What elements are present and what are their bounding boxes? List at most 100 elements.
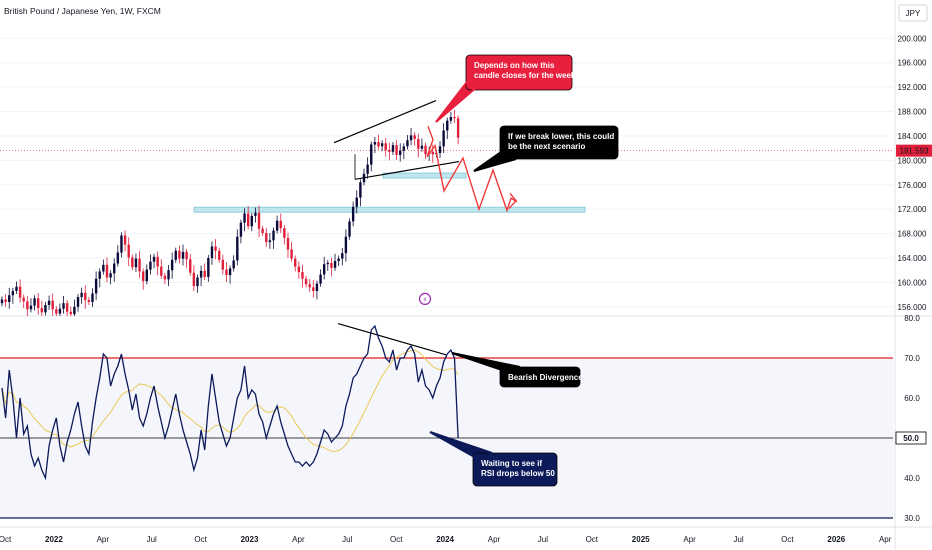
price-tick-label: 188.000 xyxy=(898,108,927,117)
time-tick-label: 2022 xyxy=(45,535,63,544)
candle-body xyxy=(116,252,120,264)
candle-body xyxy=(384,143,387,150)
candle-body xyxy=(22,297,25,302)
candle-body xyxy=(40,308,44,313)
candle-body xyxy=(409,135,413,141)
candle-body xyxy=(91,293,94,302)
callout-rsi-50-text-line: RSI drops below 50 xyxy=(481,469,555,478)
candle-body xyxy=(94,278,98,294)
callout-next-scenario-text-line: If we break lower, this could xyxy=(508,132,614,141)
support-zone-177[interactable] xyxy=(382,172,467,179)
candle-body xyxy=(73,306,76,315)
callout-rsi-50-pointer-join[interactable] xyxy=(429,431,493,460)
price-tick-label: 176.000 xyxy=(898,181,927,190)
candle-body xyxy=(69,311,72,315)
candle-body xyxy=(236,236,239,261)
rsi-tick-label: 30.0 xyxy=(904,514,920,523)
candle-body xyxy=(105,264,109,278)
candle-body xyxy=(185,251,188,260)
candle-body xyxy=(395,145,398,155)
candle-body xyxy=(62,303,65,309)
currency-button-frame[interactable] xyxy=(898,4,928,22)
candle-body xyxy=(210,246,214,259)
candle-body xyxy=(120,235,123,253)
support-zone-172[interactable] xyxy=(193,206,586,213)
callout-next-scenario-text-line: be the next scenario xyxy=(508,142,585,151)
price-tick-label: 184.000 xyxy=(898,132,927,141)
candle-body xyxy=(239,222,243,237)
candle-body xyxy=(152,256,156,262)
candle-body xyxy=(399,150,402,155)
rsi-tick-label: 80.0 xyxy=(904,314,920,323)
time-tick-label: 2025 xyxy=(632,535,650,544)
candle-body xyxy=(102,264,105,272)
candle-body xyxy=(283,228,286,238)
time-tick-label: Jul xyxy=(342,535,352,544)
candle-body xyxy=(366,164,369,174)
projection-path[interactable] xyxy=(426,125,518,213)
rsi-50-label: 50.0 xyxy=(903,434,919,443)
candle-body xyxy=(47,300,51,306)
candle-body xyxy=(301,272,304,279)
time-tick-label: Apr xyxy=(292,535,305,544)
candle-body xyxy=(446,120,449,131)
candle-body xyxy=(214,246,217,251)
time-tick-label: Oct xyxy=(194,535,207,544)
candle-body xyxy=(98,271,101,279)
callout-candle-close-box[interactable] xyxy=(465,54,573,91)
callout-rsi-50-box[interactable] xyxy=(472,452,558,487)
price-tick-label: 192.000 xyxy=(898,83,927,92)
currency-button-label[interactable]: JPY xyxy=(906,9,921,18)
currency-button[interactable]: JPY xyxy=(898,4,928,22)
candle-body xyxy=(348,221,351,237)
candle-body xyxy=(199,270,203,278)
candle-body xyxy=(127,244,130,258)
candle-body xyxy=(113,263,116,274)
price-tick-label: 164.000 xyxy=(898,254,927,263)
candle-body xyxy=(207,258,210,277)
divergence-line[interactable] xyxy=(337,323,447,356)
candle-body xyxy=(55,309,58,314)
candle-body xyxy=(420,145,424,149)
candle-body xyxy=(134,258,138,268)
candle-body xyxy=(123,235,127,245)
callout-bearish-divergence[interactable]: Bearish Divergence xyxy=(451,352,583,388)
callout-rsi-50-text-line: Waiting to see if xyxy=(481,459,542,468)
alert-marker-icon[interactable] xyxy=(418,292,432,306)
candle-body xyxy=(225,269,228,276)
price-tick-label: 172.000 xyxy=(898,205,927,214)
callout-candle-close-text-line: candle closes for the week xyxy=(474,71,576,80)
candle-body xyxy=(391,145,395,152)
time-tick-label: Jul xyxy=(733,535,743,544)
wedge-lower-line[interactable] xyxy=(354,161,460,180)
candle-body xyxy=(37,298,40,309)
callout-next-scenario-box[interactable] xyxy=(499,125,619,160)
wedge-upper-line[interactable] xyxy=(333,100,437,144)
candle-body xyxy=(355,197,358,207)
rsi-50-tag xyxy=(895,431,927,445)
candle-body xyxy=(456,118,460,138)
chart-title: British Pound / Japanese Yen, 1W, FXCM xyxy=(4,6,161,16)
projection-arrowhead[interactable] xyxy=(508,192,517,210)
callout-candle-close-pointer-join[interactable] xyxy=(435,77,479,123)
candle-body xyxy=(109,273,112,278)
callout-bearish-divergence-pointer-join[interactable] xyxy=(451,352,521,372)
candle-body xyxy=(322,264,326,275)
callout-next-scenario-pointer-join[interactable] xyxy=(473,149,517,172)
callout-bearish-divergence-text-line: Bearish Divergence xyxy=(508,373,583,382)
candle-body xyxy=(333,261,337,268)
callout-bearish-divergence-box[interactable] xyxy=(499,366,581,388)
candle-body xyxy=(196,277,199,287)
candle-body xyxy=(304,278,308,285)
rsi-tick-label: 60.0 xyxy=(904,394,920,403)
rsi-line xyxy=(1,324,459,481)
drawings[interactable]: ⚡ xyxy=(333,100,518,356)
candle-body xyxy=(351,206,355,222)
candlesticks xyxy=(0,109,460,316)
support-zones[interactable] xyxy=(193,172,586,213)
